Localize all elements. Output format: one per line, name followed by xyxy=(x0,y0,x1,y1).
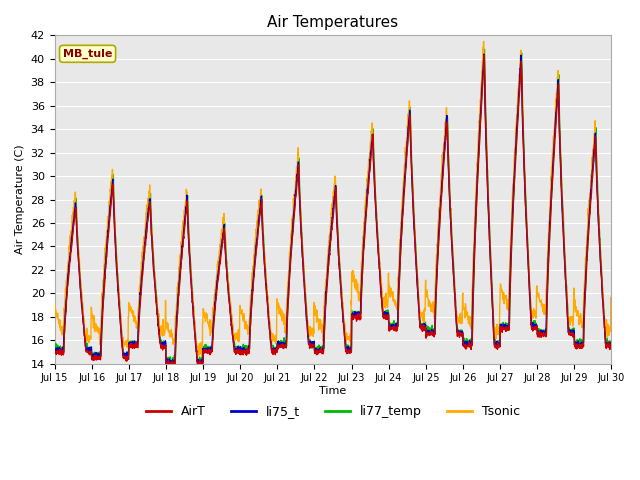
li75_t xyxy=(362,215,369,221)
Line: li77_temp: li77_temp xyxy=(54,49,611,365)
li77_temp xyxy=(206,348,214,354)
Line: li75_t: li75_t xyxy=(54,54,611,365)
Line: Tsonic: Tsonic xyxy=(54,41,611,356)
li77_temp xyxy=(362,221,369,227)
Tsonic xyxy=(51,304,58,310)
li77_temp xyxy=(574,339,582,345)
Tsonic xyxy=(559,209,566,215)
AirT xyxy=(51,347,58,352)
AirT xyxy=(574,343,582,348)
Tsonic xyxy=(349,273,357,279)
Tsonic xyxy=(495,325,503,331)
li77_temp xyxy=(559,203,566,208)
X-axis label: Time: Time xyxy=(319,386,347,396)
AirT xyxy=(495,342,503,348)
Y-axis label: Air Temperature (C): Air Temperature (C) xyxy=(15,144,25,254)
li77_temp xyxy=(166,362,173,368)
Tsonic xyxy=(362,198,369,204)
AirT xyxy=(481,52,488,58)
li77_temp xyxy=(481,47,488,52)
Legend: AirT, li75_t, li77_temp, Tsonic: AirT, li75_t, li77_temp, Tsonic xyxy=(141,400,525,423)
li75_t xyxy=(559,218,566,224)
li77_temp xyxy=(607,340,615,346)
li75_t xyxy=(163,362,170,368)
li75_t xyxy=(206,347,214,352)
li77_temp xyxy=(51,346,58,352)
Line: AirT: AirT xyxy=(54,55,611,368)
li75_t xyxy=(51,346,58,351)
li75_t xyxy=(574,341,582,347)
li75_t xyxy=(495,340,503,346)
AirT xyxy=(349,315,357,321)
AirT xyxy=(607,345,615,350)
AirT xyxy=(559,209,566,215)
Tsonic xyxy=(206,324,214,329)
li75_t xyxy=(480,51,488,57)
li75_t xyxy=(607,339,615,345)
Tsonic xyxy=(607,304,615,310)
AirT xyxy=(362,223,369,229)
Tsonic xyxy=(574,313,582,319)
Tsonic xyxy=(480,38,488,44)
li77_temp xyxy=(349,309,357,315)
Text: MB_tule: MB_tule xyxy=(63,48,112,59)
li75_t xyxy=(349,311,357,317)
AirT xyxy=(168,365,176,371)
Title: Air Temperatures: Air Temperatures xyxy=(268,15,399,30)
Tsonic xyxy=(198,353,205,359)
AirT xyxy=(206,352,214,358)
li77_temp xyxy=(495,340,503,346)
